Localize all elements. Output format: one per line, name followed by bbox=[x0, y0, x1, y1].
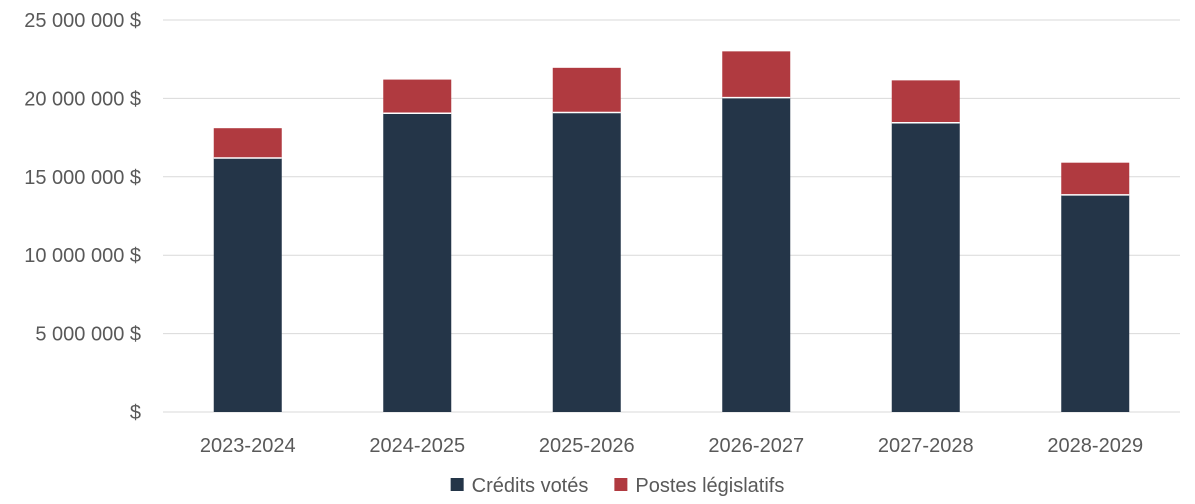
y-tick-label: $ bbox=[130, 402, 141, 424]
bar-segment-credits-votes bbox=[891, 122, 960, 412]
x-tick-label: 2028-2029 bbox=[1047, 435, 1143, 457]
legend-swatch bbox=[450, 478, 464, 491]
legend-item: Postes législatifs bbox=[614, 475, 784, 497]
y-axis-tick-labels: $5 000 000 $ 10 000 000 $ 15 000 000 $ 20 0… bbox=[24, 10, 141, 424]
bar-segment-postes-legislatifs bbox=[891, 80, 960, 123]
x-tick-label: 2025-2026 bbox=[539, 435, 635, 457]
bar-segment-postes-legislatifs bbox=[213, 128, 282, 158]
bar-segment-credits-votes bbox=[383, 113, 452, 413]
bar-segment-credits-votes bbox=[552, 112, 621, 413]
bar-segment-credits-votes bbox=[1061, 194, 1130, 412]
y-tick-label: 20 000 000 $ bbox=[24, 88, 141, 110]
y-tick-label: 25 000 000 $ bbox=[24, 10, 141, 32]
x-tick-label: 2026-2027 bbox=[708, 435, 804, 457]
bars bbox=[213, 51, 1130, 413]
y-tick-label: 5 000 000 $ bbox=[35, 324, 141, 346]
bar-segment-postes-legislatifs bbox=[722, 51, 791, 98]
bar-segment-postes-legislatifs bbox=[1061, 162, 1130, 195]
x-axis-tick-labels: 2023-2024 2024-2025 2025-2026 2026-2027 2027… bbox=[200, 435, 1143, 457]
legend-item: Crédits votés bbox=[450, 475, 589, 497]
bar-segment-credits-votes bbox=[722, 97, 791, 412]
y-tick-label: 10 000 000 $ bbox=[24, 245, 141, 267]
x-tick-label: 2023-2024 bbox=[200, 435, 296, 457]
bar-segment-credits-votes bbox=[213, 157, 282, 412]
legend: Crédits votés Postes législatifs bbox=[450, 475, 784, 497]
bar-segment-postes-legislatifs bbox=[552, 67, 621, 113]
legend-swatch bbox=[614, 478, 628, 491]
bar-segment-postes-legislatifs bbox=[383, 79, 452, 114]
x-tick-label: 2024-2025 bbox=[369, 435, 465, 457]
x-tick-label: 2027-2028 bbox=[878, 435, 974, 457]
gridlines bbox=[163, 19, 1180, 413]
legend-label: Crédits votés bbox=[472, 475, 589, 497]
y-tick-label: 15 000 000 $ bbox=[24, 167, 141, 189]
legend-label: Postes législatifs bbox=[635, 475, 784, 497]
